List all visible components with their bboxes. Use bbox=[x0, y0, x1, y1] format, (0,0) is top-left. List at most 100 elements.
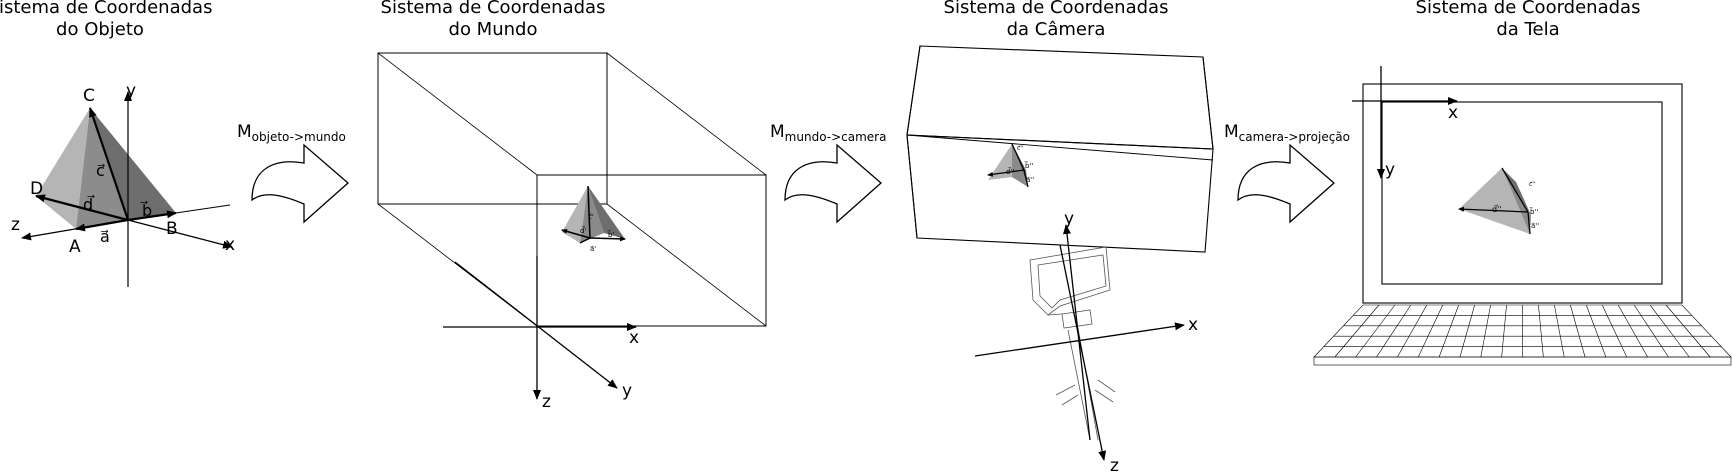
world-axis-y bbox=[454, 261, 618, 389]
keyboard-grid-line bbox=[1538, 304, 1544, 358]
keyboard-grid-line bbox=[1633, 304, 1669, 358]
keyboard-grid-line bbox=[1438, 304, 1459, 358]
world-pyramid-left bbox=[562, 186, 588, 243]
world-vector-label-b: b⃗' bbox=[607, 230, 615, 239]
keyboard-grid-line bbox=[1397, 304, 1428, 358]
curved-arrow-icon bbox=[784, 143, 882, 224]
keyboard-grid-line bbox=[1570, 304, 1586, 358]
title-line-1: Sistema de Coordenadas bbox=[0, 0, 213, 18]
camera-vector bbox=[1023, 169, 1029, 188]
laptop-display bbox=[1381, 101, 1663, 285]
pyramid-face-front bbox=[76, 108, 128, 229]
title-line-2: da Câmera bbox=[1006, 19, 1106, 40]
title-line-1: Sistema de Coordenadas bbox=[943, 0, 1169, 18]
camera-box-edge bbox=[906, 45, 921, 136]
vector-label-c: c⃗ bbox=[96, 161, 105, 180]
keyboard-grid-line bbox=[1376, 304, 1412, 358]
title-line-2: do Objeto bbox=[56, 19, 144, 40]
camera-pyramid-left bbox=[988, 144, 1012, 180]
camera-panel: c⃗'' b⃗'' d⃗'' a⃗'' x y z bbox=[906, 45, 1214, 473]
pyramid-face-right bbox=[90, 108, 176, 220]
keyboard-grid-line bbox=[1501, 304, 1507, 358]
screen-vector-label-b: b⃗'' bbox=[1529, 207, 1539, 216]
title-line-2: do Mundo bbox=[448, 19, 538, 40]
screen-vector-label-c: c⃗'' bbox=[1529, 181, 1536, 188]
object-panel: C D A B y x z a⃗ b⃗ c⃗ d⃗ bbox=[11, 81, 235, 287]
vector-label-a: a⃗ bbox=[100, 227, 110, 246]
world-vector-label-d: d⃗' bbox=[580, 226, 586, 235]
vector-a bbox=[75, 218, 129, 232]
keyboard-grid-line bbox=[1601, 304, 1628, 358]
world-box-edge bbox=[606, 52, 767, 176]
world-axis-label-z: z bbox=[542, 392, 551, 412]
screen-vector-label-d: d⃗'' bbox=[1492, 204, 1501, 214]
point-label-a: A bbox=[69, 237, 81, 257]
keyboard-grid-line bbox=[1480, 304, 1491, 358]
object-axis-x bbox=[127, 219, 233, 249]
transform-label-1: Mobjeto->mundo bbox=[237, 122, 346, 144]
camera-vector-label-b: b⃗'' bbox=[1024, 161, 1034, 170]
camera-vector bbox=[987, 169, 1025, 177]
point-label-b: B bbox=[166, 219, 178, 239]
transform-arrow-2: Mmundo->camera bbox=[770, 122, 886, 224]
keyboard-grid-line bbox=[1665, 304, 1711, 358]
world-box-back bbox=[377, 52, 608, 205]
screen-axis-label-y: y bbox=[1385, 160, 1395, 180]
keyboard-grid-line bbox=[1617, 304, 1648, 358]
transform-label-3: Mcamera->projeção bbox=[1224, 122, 1350, 144]
keyboard-grid-line bbox=[1649, 304, 1690, 358]
camera-axis-label-y: y bbox=[1064, 209, 1074, 229]
transform-arrow-1: Mobjeto->mundo bbox=[237, 122, 349, 224]
vector-d bbox=[35, 194, 129, 222]
camera-axis-label-z: z bbox=[1110, 456, 1119, 473]
camera-vector-label-a: a⃗'' bbox=[1026, 176, 1034, 184]
world-box-edge bbox=[377, 52, 538, 176]
camera-box-top bbox=[906, 45, 1214, 150]
world-vector-label-c: c⃗' bbox=[588, 213, 594, 221]
world-vector bbox=[579, 237, 591, 244]
camera-icon bbox=[1029, 246, 1116, 441]
panel-title-object: Sistema de Coordenadas do Objeto bbox=[0, 0, 220, 41]
title-line-1: Sistema de Coordenadas bbox=[380, 0, 606, 18]
keyboard-grid-line bbox=[1355, 304, 1396, 358]
camera-axis-label-x: x bbox=[1188, 315, 1198, 335]
panel-title-world: Sistema de Coordenadas do Mundo bbox=[373, 0, 613, 41]
camera-vector-label-c: c⃗'' bbox=[1017, 145, 1024, 152]
screen-vector bbox=[1527, 211, 1531, 235]
point-label-c: C bbox=[83, 86, 95, 106]
world-pyramid-right bbox=[588, 186, 625, 239]
point-label-d: D bbox=[30, 179, 43, 199]
keyboard-grid-line bbox=[1554, 304, 1565, 358]
vector-b bbox=[127, 210, 177, 222]
axis-label-z: z bbox=[11, 215, 20, 235]
keyboard-grid-line bbox=[1586, 304, 1607, 358]
screen-vector-label-a: a⃗'' bbox=[1531, 222, 1539, 230]
camera-box-edge bbox=[1202, 56, 1214, 150]
panel-title-camera: Sistema de Coordenadas da Câmera bbox=[936, 0, 1176, 41]
transform-arrow-3: Mcamera->projeção bbox=[1224, 122, 1350, 224]
screen-panel: x y d⃗'' c⃗'' b⃗'' a⃗'' bbox=[1313, 66, 1732, 366]
screen-vector bbox=[1458, 206, 1529, 213]
world-box-front bbox=[536, 174, 767, 327]
screen-pyramid-right bbox=[1502, 168, 1531, 234]
title-line-2: da Tela bbox=[1496, 19, 1560, 40]
world-vector bbox=[587, 185, 591, 239]
camera-axis-z bbox=[1059, 244, 1107, 461]
vector-label-d: d⃗ bbox=[83, 194, 95, 214]
axis-label-y: y bbox=[126, 81, 136, 101]
vector-c bbox=[88, 107, 130, 221]
world-vector-label-a: a⃗' bbox=[590, 245, 597, 253]
camera-box-edge bbox=[906, 134, 1214, 161]
screen-pyramid-left bbox=[1459, 168, 1530, 234]
keyboard-grid-line bbox=[1417, 304, 1444, 358]
camera-box-edge bbox=[906, 134, 918, 239]
screen-axis-label-x: x bbox=[1448, 103, 1458, 123]
keyboard-grid-line bbox=[1334, 304, 1380, 358]
world-axis-label-x: x bbox=[629, 328, 639, 348]
world-axis-label-y: y bbox=[622, 381, 632, 401]
curved-arrow-icon bbox=[251, 143, 349, 224]
title-line-1: Sistema de Coordenadas bbox=[1415, 0, 1641, 18]
camera-box-front bbox=[906, 134, 1214, 253]
vector-label-b: b⃗ bbox=[140, 200, 152, 220]
